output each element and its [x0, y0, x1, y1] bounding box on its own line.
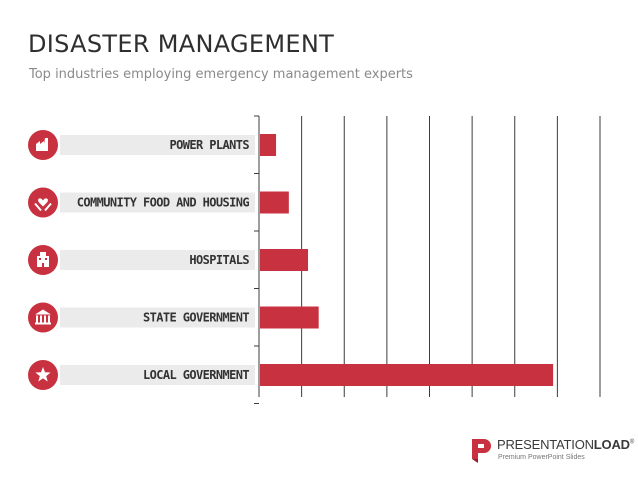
logo-brand-text: PRESENTATIONLOAD® [497, 437, 635, 452]
hospital-icon [28, 245, 58, 275]
presentationload-logo: PRESENTATIONLOAD® Premium PowerPoint Sli… [470, 435, 634, 467]
logo-tagline: Premium PowerPoint Slides [498, 454, 585, 461]
bar-4 [260, 364, 554, 386]
category-label-bg-1 [60, 192, 255, 213]
factory-icon [28, 130, 58, 160]
hands-heart-icon [28, 187, 58, 218]
category-label: STATE GOVERNMENT [143, 311, 249, 325]
category-label-bg-3 [60, 307, 255, 328]
category-label-bg-0 [60, 135, 255, 155]
page-subtitle: Top industries employing emergency manag… [29, 67, 413, 82]
bar-3 [260, 306, 319, 329]
category-label-bg-4 [60, 365, 255, 385]
government-building-icon [28, 302, 58, 333]
bar-0 [260, 134, 277, 156]
bar-1 [260, 191, 289, 214]
category-label: POWER PLANTS [170, 138, 250, 152]
bar-2 [260, 249, 309, 271]
category-label: HOSPITALS [189, 253, 249, 267]
star-icon [28, 360, 58, 390]
presentationload-logo-icon [472, 439, 491, 463]
category-label: COMMUNITY FOOD AND HOUSING [77, 196, 250, 210]
category-label-bg-2 [60, 250, 255, 270]
page-title: DISASTER MANAGEMENT [28, 30, 335, 58]
category-label: LOCAL GOVERNMENT [143, 368, 249, 382]
